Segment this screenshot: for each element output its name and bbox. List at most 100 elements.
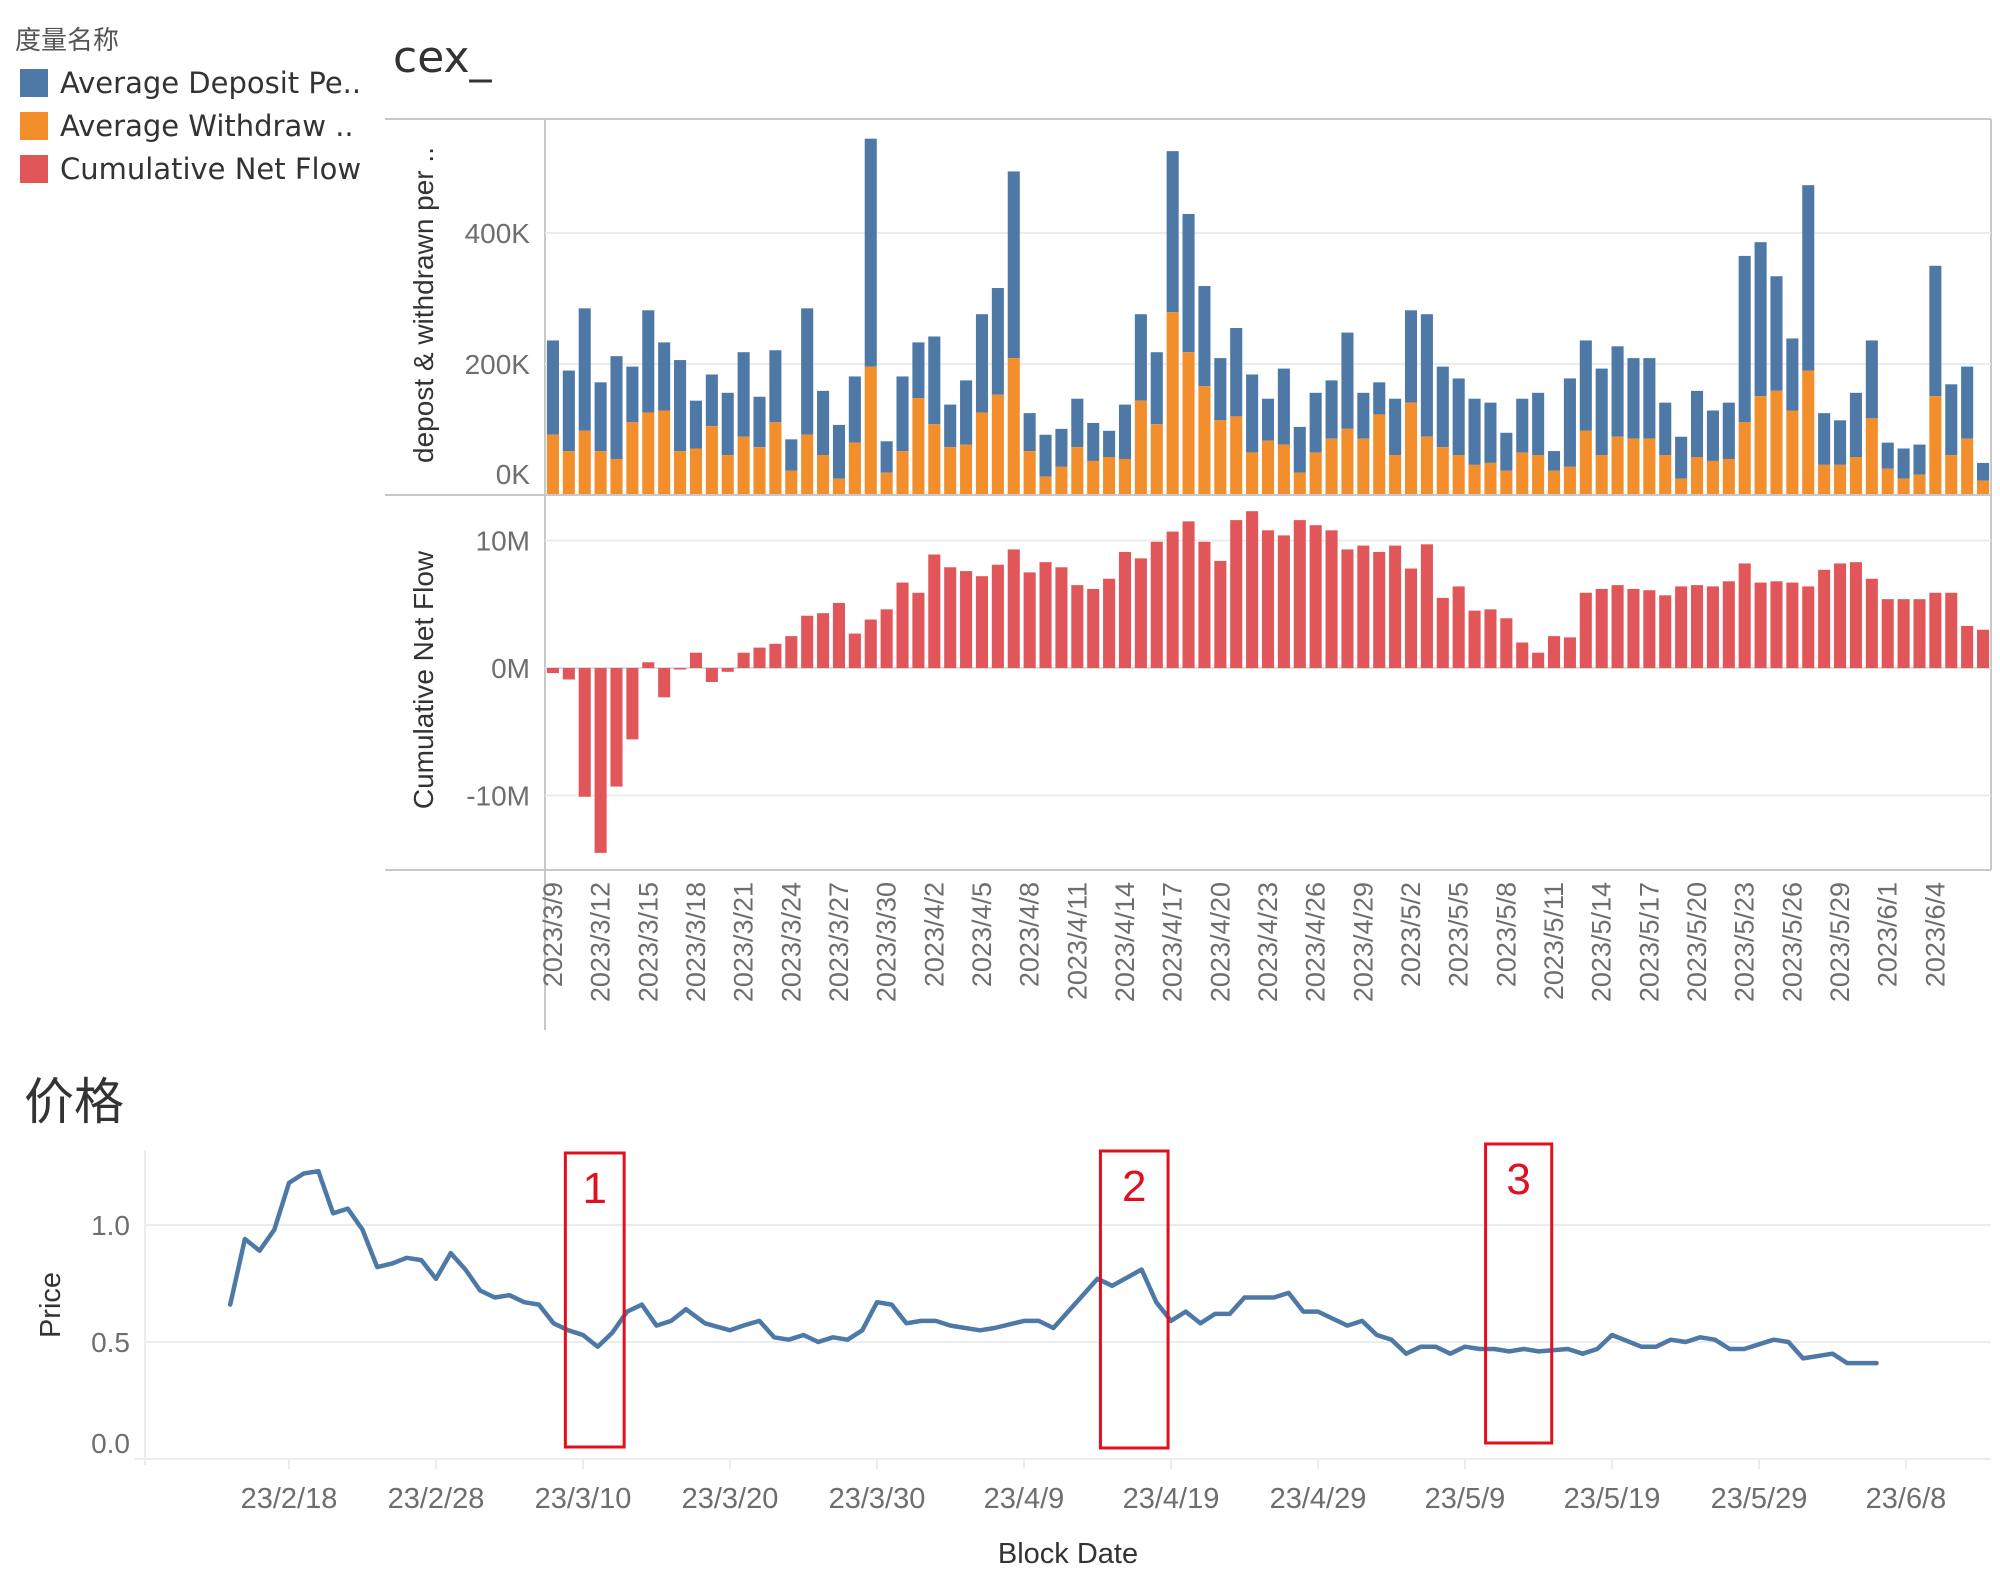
bar-deposit — [1865, 340, 1878, 419]
bar-withdraw — [1436, 447, 1449, 495]
x-tick-label: 2023/3/15 — [633, 882, 663, 1002]
y-tick-label: 0M — [491, 653, 530, 684]
bar-deposit — [1627, 358, 1640, 439]
bar-net-flow — [753, 647, 766, 668]
chart-title-price: 价格 — [24, 1073, 124, 1131]
annotation-box — [1484, 1142, 1554, 1445]
bar-withdraw — [1865, 418, 1878, 495]
legend-item-net-flow[interactable]: Cumulative Net Flow — [20, 152, 361, 186]
legend-swatch-deposit — [20, 69, 48, 97]
bar-net-flow — [1834, 563, 1847, 668]
x-tick-label: 23/3/20 — [682, 1483, 779, 1515]
y-tick-label: 0.5 — [91, 1327, 130, 1358]
bar-net-flow — [1754, 582, 1767, 668]
bar-deposit — [975, 314, 989, 413]
bar-net-flow — [1690, 585, 1704, 668]
bar-net-flow — [1166, 531, 1179, 668]
bar-withdraw — [1913, 474, 1926, 495]
bar-net-flow — [1802, 586, 1815, 668]
bar-net-flow — [1039, 562, 1052, 668]
bar-net-flow — [737, 652, 750, 668]
bar-deposit — [1913, 444, 1926, 475]
bar-net-flow — [864, 619, 877, 668]
bar-deposit — [1087, 422, 1100, 461]
bar-withdraw — [737, 436, 750, 495]
bar-withdraw — [801, 434, 814, 495]
bar-deposit — [1436, 366, 1449, 448]
bar-net-flow — [1436, 597, 1449, 668]
legend-item-withdraw[interactable]: Average Withdraw .. — [20, 109, 354, 143]
bar-deposit — [1357, 392, 1370, 439]
bar-withdraw — [1071, 447, 1084, 495]
bar-withdraw — [1039, 476, 1052, 495]
bar-deposit — [578, 308, 591, 431]
bar-net-flow — [1595, 588, 1608, 668]
x-tick-label: 2023/3/12 — [586, 882, 616, 1002]
x-tick-label: 2023/4/11 — [1062, 882, 1092, 1000]
bar-withdraw — [594, 451, 607, 495]
x-tick-label: 2023/5/17 — [1634, 882, 1664, 1002]
bar-deposit — [1261, 398, 1275, 441]
bar-deposit — [1246, 374, 1259, 453]
bar-deposit — [594, 382, 607, 452]
bar-net-flow — [578, 668, 591, 797]
bar-withdraw — [1007, 358, 1020, 495]
annotation-box — [1098, 1149, 1170, 1450]
bar-deposit — [1849, 392, 1862, 458]
bar-net-flow — [1786, 582, 1799, 668]
x-tick-label: 2023/3/27 — [824, 882, 854, 1002]
bar-net-flow — [1547, 636, 1561, 668]
bar-deposit — [1023, 413, 1036, 452]
x-tick-label: 23/5/19 — [1564, 1483, 1661, 1515]
bar-withdraw — [721, 455, 734, 495]
bar-net-flow — [721, 668, 734, 672]
x-tick-label: 23/4/9 — [984, 1483, 1065, 1515]
bar-deposit — [1563, 378, 1576, 467]
bar-withdraw — [1961, 438, 1974, 495]
bar-net-flow — [1563, 637, 1576, 668]
bar-deposit — [1834, 420, 1847, 465]
price-chart: 0.0 0.5 1.0 Price 23/2/18 23/2/28 23/3/10 23/3/… — [35, 1142, 1991, 1570]
bar-net-flow — [546, 668, 559, 674]
bar-deposit — [1055, 428, 1068, 467]
bar-net-flow — [832, 602, 846, 668]
bar-net-flow — [1198, 541, 1211, 668]
bar-deposit — [848, 376, 861, 443]
bar-withdraw — [1818, 464, 1831, 495]
bar-withdraw — [991, 394, 1004, 495]
legend-item-deposit[interactable]: Average Deposit Pe.. — [20, 66, 361, 100]
bar-deposit — [1150, 352, 1163, 425]
bar-net-flow — [1849, 562, 1862, 668]
bar-deposit — [1579, 340, 1592, 431]
chart-title-cex: cex_ — [393, 32, 492, 83]
bar-deposit — [1404, 310, 1418, 403]
bar-withdraw — [1150, 424, 1163, 495]
bar-net-flow — [1500, 618, 1513, 668]
x-tick-label: 2023/6/1 — [1873, 882, 1903, 987]
bar-deposit — [1818, 413, 1831, 465]
bar-net-flow — [912, 592, 925, 668]
legend-title: 度量名称 — [15, 26, 120, 56]
bar-deposit — [991, 288, 1004, 395]
legend-label: Average Withdraw .. — [60, 109, 354, 143]
x-tick-label: 2023/4/29 — [1348, 882, 1378, 1002]
bar-withdraw — [1754, 396, 1767, 495]
bar-deposit — [1516, 398, 1529, 453]
bar-net-flow — [817, 613, 830, 668]
y-axis-title: depost & withdrawn per .. — [408, 147, 439, 463]
bar-deposit — [1373, 382, 1386, 415]
bar-withdraw — [1532, 455, 1545, 495]
bar-deposit — [1103, 430, 1116, 458]
bar-deposit — [769, 350, 782, 423]
bar-deposit — [880, 441, 893, 473]
bar-deposit — [1897, 448, 1910, 479]
x-tick-label: 23/2/28 — [388, 1483, 485, 1515]
bar-deposit — [1547, 451, 1561, 471]
bar-withdraw — [1659, 455, 1672, 495]
bar-withdraw — [610, 458, 623, 495]
bar-withdraw — [960, 444, 973, 495]
bar-withdraw — [1420, 436, 1433, 495]
bar-withdraw — [832, 478, 846, 495]
bar-net-flow — [1261, 530, 1275, 668]
bar-net-flow — [1389, 545, 1402, 668]
